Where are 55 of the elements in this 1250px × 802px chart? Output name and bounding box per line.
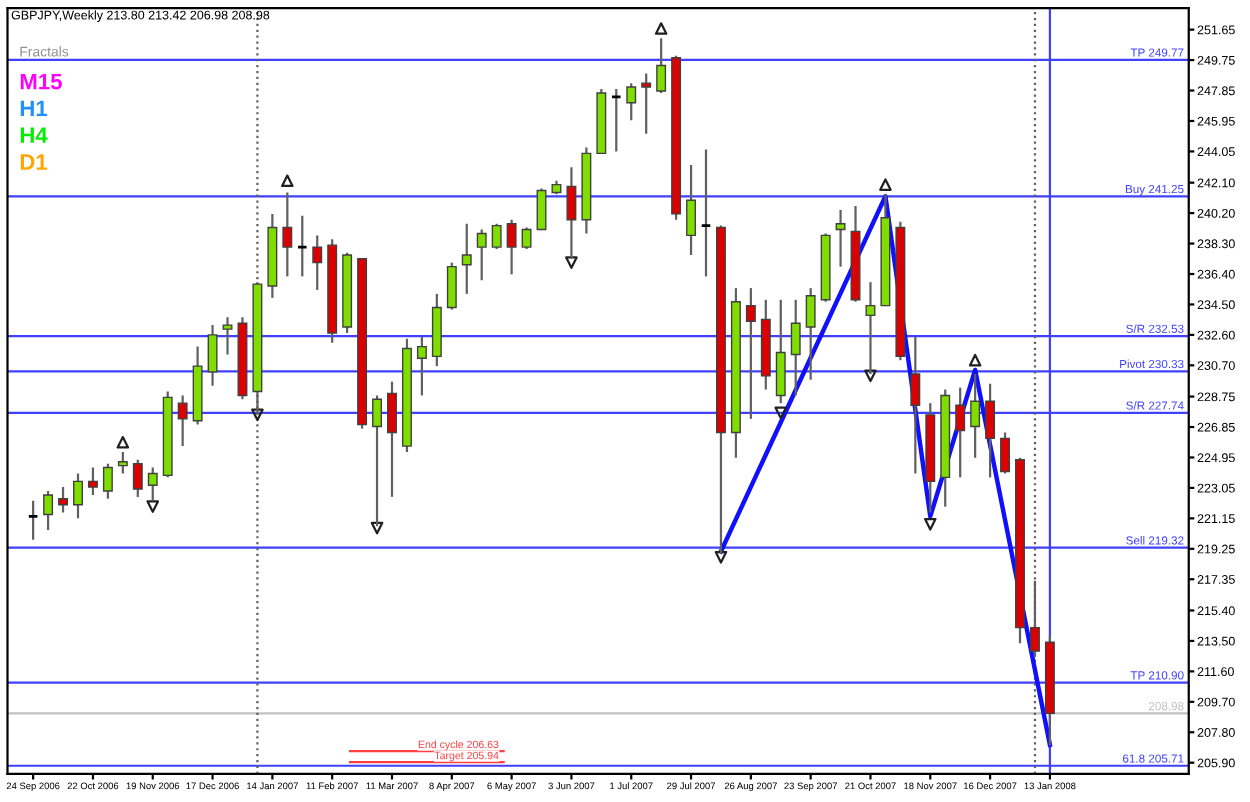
point: [281, 174, 294, 188]
candlestick: [686, 163, 697, 257]
candlestick: [656, 37, 667, 95]
candlestick: [521, 226, 532, 251]
candlestick: [610, 87, 622, 153]
candlestick: [102, 462, 113, 500]
point: [714, 550, 728, 564]
candlestick: [1000, 431, 1011, 475]
point: [879, 178, 892, 191]
candlestick: [626, 82, 637, 122]
candlestick: [985, 382, 996, 479]
candlestick: [835, 208, 846, 268]
point: [654, 22, 668, 35]
candlestick: [312, 234, 323, 292]
point: [370, 521, 384, 535]
point: [116, 435, 130, 449]
point: [146, 500, 160, 513]
point: [968, 353, 982, 367]
candlestick: [700, 148, 712, 278]
annotation: H4: [20, 127, 48, 143]
candlestick: [222, 316, 233, 356]
point: [565, 256, 578, 269]
candlestick: [27, 499, 39, 541]
candlestick: [177, 394, 188, 448]
candlestick: [745, 287, 756, 420]
candlestick: [805, 287, 816, 381]
candlestick: [641, 72, 652, 135]
candlestick: [87, 466, 98, 497]
point: [864, 369, 877, 383]
candlestick: [536, 187, 547, 231]
candlestick: [955, 386, 966, 479]
candlestick: [775, 298, 786, 405]
point: [923, 517, 937, 531]
candlestick: [58, 486, 69, 514]
candlestick: [461, 222, 472, 295]
point: [774, 406, 788, 420]
candlestick: [43, 489, 54, 532]
candlestick: [491, 222, 502, 251]
candlestick: [790, 298, 801, 397]
candlestick: [910, 335, 921, 475]
candlestick: [387, 380, 397, 498]
point: [251, 408, 264, 422]
annotation: M15: [20, 73, 62, 90]
candlestick: [970, 372, 981, 459]
candlestick: [282, 191, 293, 278]
candlestick: [117, 450, 128, 475]
candlestick: [73, 472, 83, 520]
candlestick: [446, 261, 457, 311]
annotation: D1: [20, 154, 48, 170]
candlestick: [132, 458, 143, 498]
candlestick: [207, 324, 218, 387]
candlestick: [416, 335, 427, 397]
candlestick: [506, 218, 517, 276]
candlestick: [476, 228, 487, 282]
annotation: H1: [20, 100, 48, 117]
